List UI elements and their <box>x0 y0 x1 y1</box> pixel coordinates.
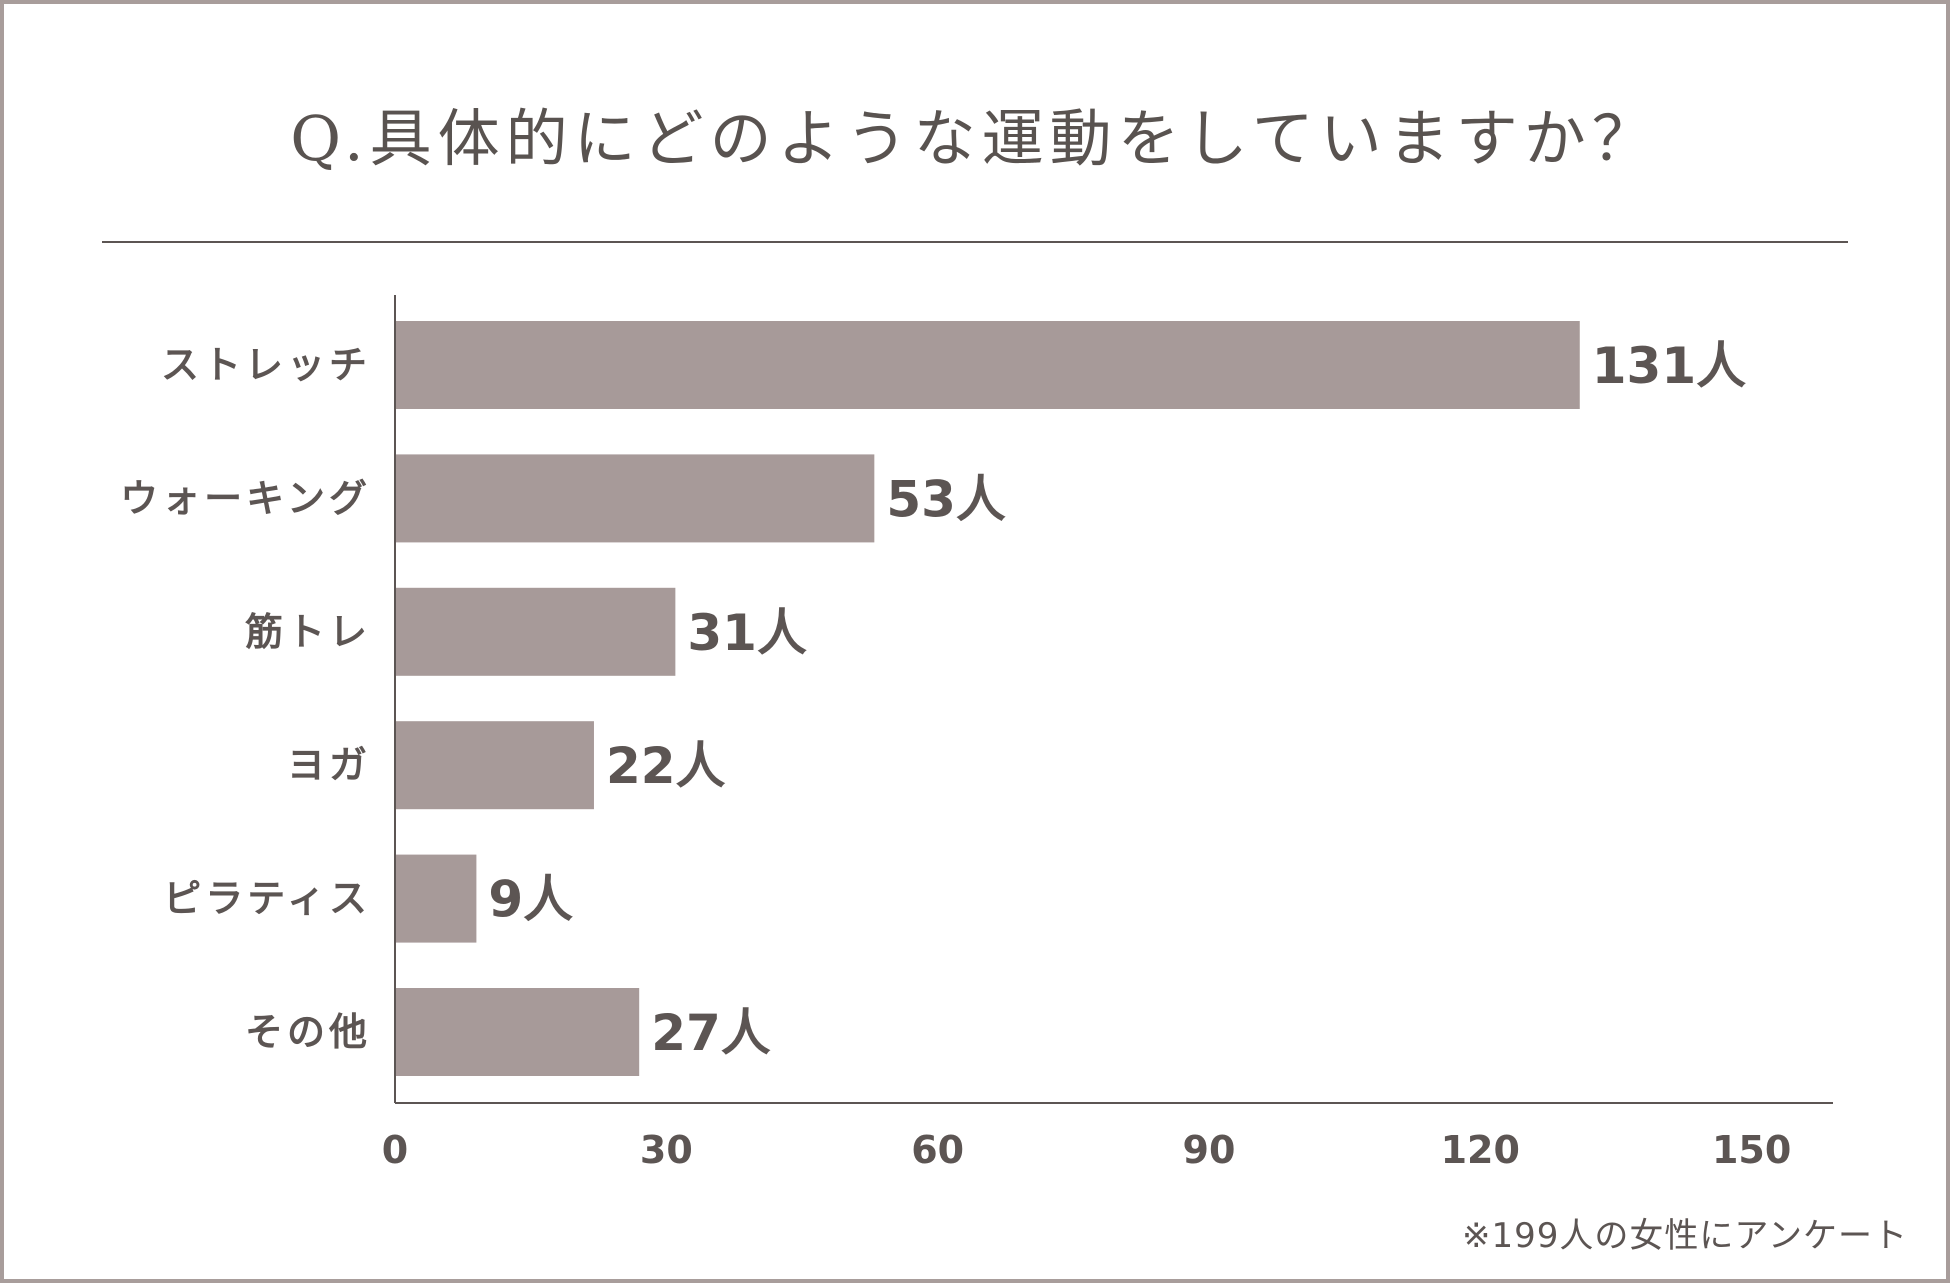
value-label-2: 31人 <box>687 604 807 662</box>
value-label-3: 22人 <box>606 737 726 795</box>
bar-4 <box>395 854 477 943</box>
bars-group <box>395 321 1580 1076</box>
category-label-0: ストレッチ <box>161 343 371 387</box>
axes-group: 0 30 60 90 120 150 <box>382 295 1833 1172</box>
survey-footnote: ※199人の女性にアンケート <box>1461 1216 1908 1256</box>
value-label-5: 27人 <box>651 1004 771 1062</box>
category-label-1: ウォーキング <box>120 476 371 520</box>
category-label-5: その他 <box>245 1010 371 1054</box>
bar-1 <box>395 454 875 543</box>
bar-5 <box>395 988 640 1076</box>
x-tick-label-3: 90 <box>1183 1128 1236 1172</box>
category-label-3: ヨガ <box>287 743 371 787</box>
value-label-4: 9人 <box>488 871 573 929</box>
category-label-2: 筋トレ <box>245 610 371 654</box>
x-tick-label-4: 120 <box>1441 1128 1520 1172</box>
bar-2 <box>395 587 676 676</box>
title-divider <box>102 241 1848 243</box>
bar-0 <box>395 321 1580 409</box>
value-label-1: 53人 <box>886 470 1006 528</box>
value-label-0: 131人 <box>1592 337 1746 395</box>
chart-title: Q.具体的にどのような運動をしていますか？ <box>290 102 1660 175</box>
x-tick-label-1: 30 <box>640 1128 693 1172</box>
bar-3 <box>395 721 594 810</box>
x-tick-label-2: 60 <box>911 1128 964 1172</box>
x-tick-label-5: 150 <box>1712 1128 1791 1172</box>
category-label-4: ピラティス <box>163 877 371 921</box>
x-tick-label-0: 0 <box>382 1128 408 1172</box>
